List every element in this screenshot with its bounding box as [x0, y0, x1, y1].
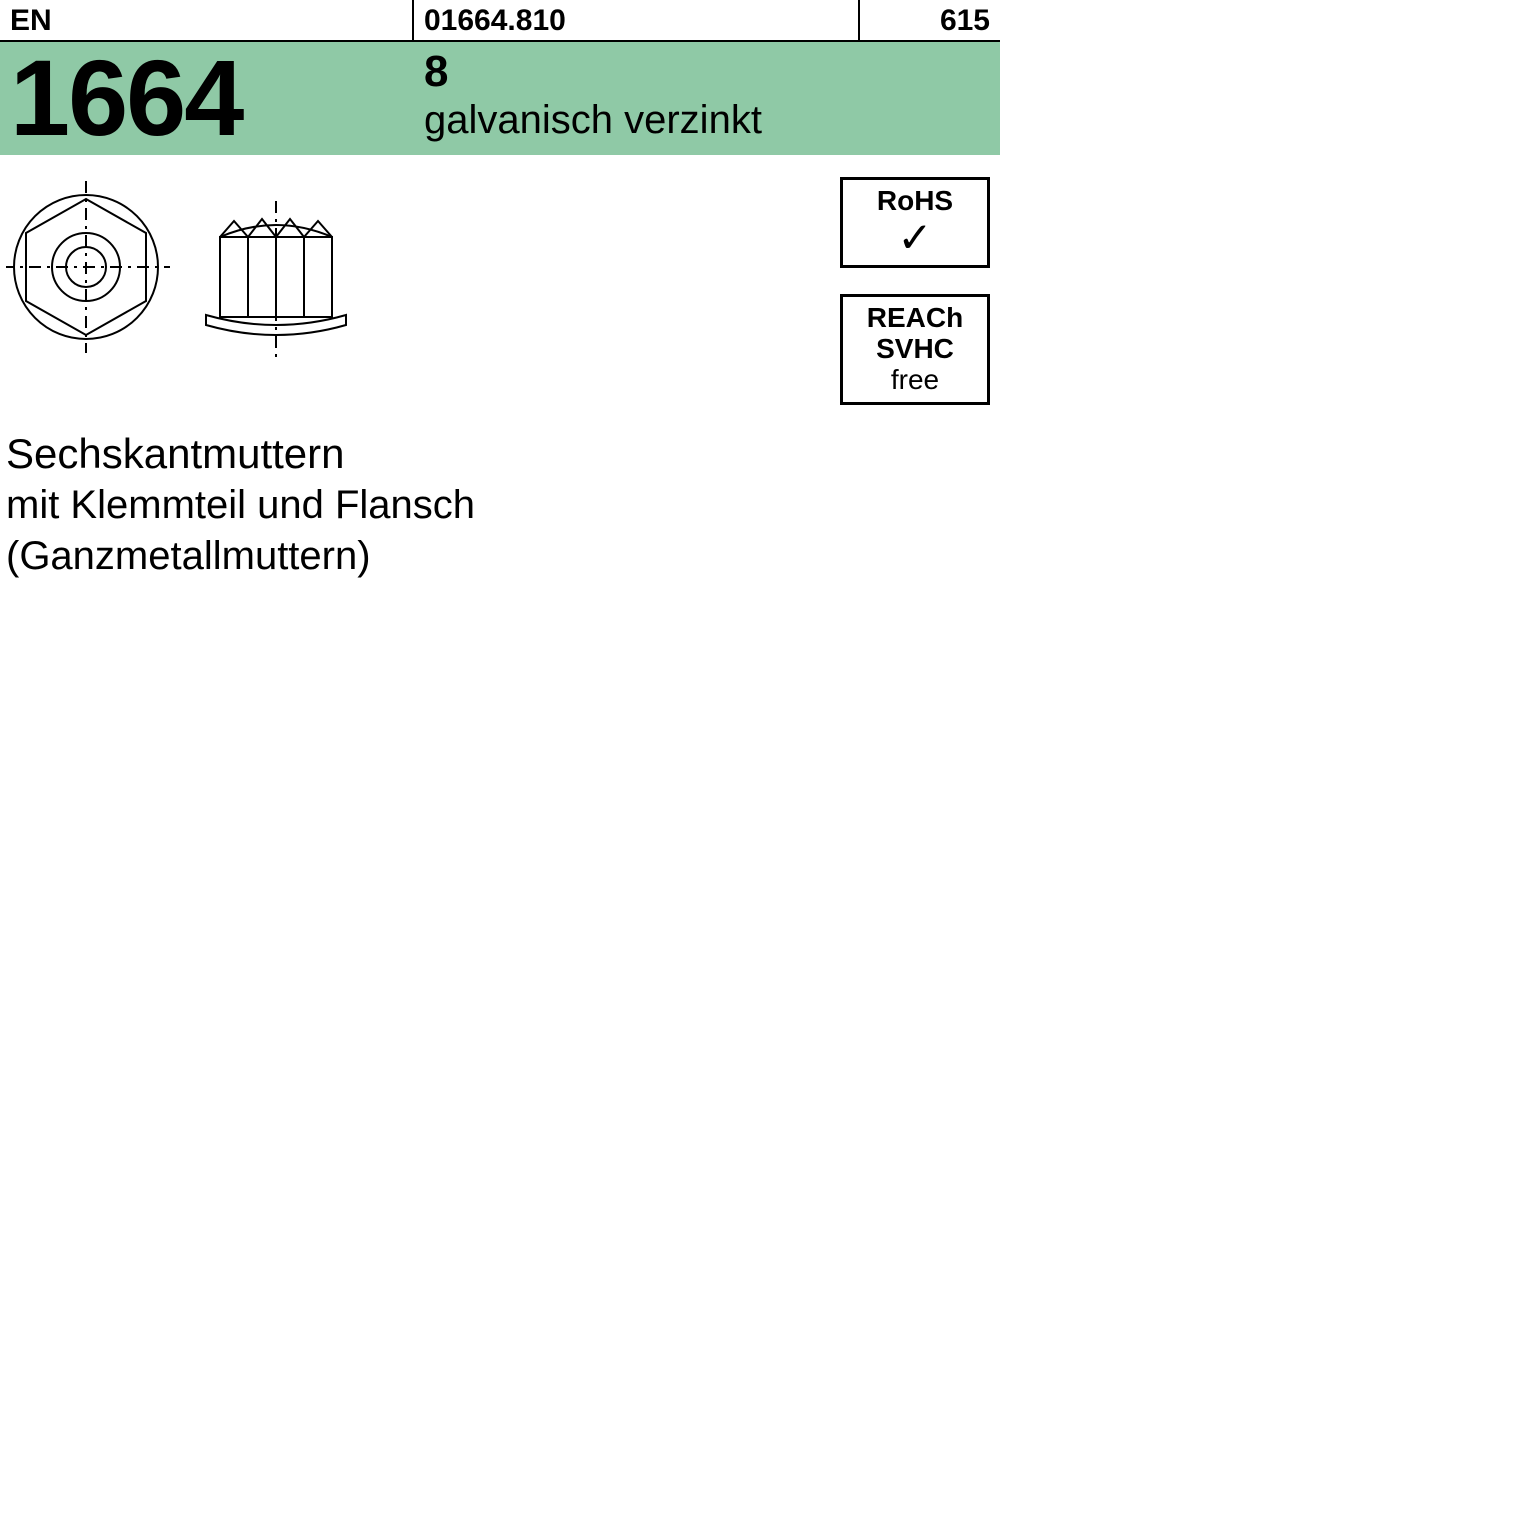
reach-line3: free: [847, 365, 983, 396]
property-class: 8: [424, 50, 990, 94]
norm-prefix: EN: [0, 0, 414, 40]
technical-drawing: [0, 177, 414, 404]
description-block: Sechskantmuttern mit Klemmteil und Flans…: [0, 427, 700, 583]
check-icon: ✓: [847, 217, 983, 259]
reach-line1: REACh: [847, 303, 983, 334]
desc-line-3: (Ganzmetallmuttern): [6, 531, 700, 582]
reach-badge: REACh SVHC free: [840, 294, 990, 404]
article-code: 01664.810: [414, 0, 860, 40]
rohs-badge: RoHS ✓: [840, 177, 990, 268]
datasheet-card: EN 01664.810 615 1664 8 galvanisch verzi…: [0, 0, 1000, 583]
desc-line-1: Sechskantmuttern: [6, 427, 700, 481]
right-number: 615: [860, 0, 1000, 40]
desc-line-2: mit Klemmteil und Flansch: [6, 480, 700, 531]
nut-drawing-icon: [6, 177, 366, 357]
header-row: EN 01664.810 615: [0, 0, 1000, 42]
standard-number: 1664: [10, 48, 404, 147]
reach-line2: SVHC: [847, 334, 983, 365]
surface-finish: galvanisch verzinkt: [424, 98, 990, 143]
title-bar: 1664 8 galvanisch verzinkt: [0, 42, 1000, 155]
rohs-label: RoHS: [847, 186, 983, 217]
